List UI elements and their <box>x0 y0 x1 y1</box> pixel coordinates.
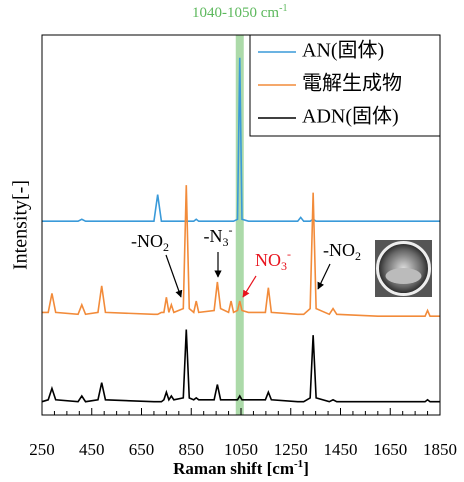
x-axis-label-end: ] <box>303 459 309 478</box>
annotation-sub: 3 <box>223 235 229 249</box>
annotation-text: -N <box>204 226 223 246</box>
x-axis-label-text: Raman shift [cm <box>173 459 294 478</box>
x-tick-label: 850 <box>179 440 205 459</box>
x-tick-label: 650 <box>129 440 155 459</box>
annotation: -NO2 <box>323 240 361 263</box>
legend-label: AN(固体) <box>302 39 384 62</box>
x-tick-label: 1250 <box>274 440 308 459</box>
annotation: -NO2 <box>131 231 169 254</box>
annotation-sub: 2 <box>355 249 361 263</box>
annotation-arrow <box>317 263 331 290</box>
annotation-sup: - <box>229 223 233 237</box>
annotation-sub: 2 <box>163 240 169 254</box>
annotation: NO3- <box>255 247 291 273</box>
highlight-band <box>235 35 244 415</box>
legend-label: 電解生成物 <box>302 72 402 95</box>
highlight-label-sup: -1 <box>279 3 287 14</box>
annotation-arrow <box>165 254 183 298</box>
x-axis-label-sup: -1 <box>294 458 303 470</box>
inset-photo <box>375 240 432 297</box>
annotation: -N3- <box>204 223 233 249</box>
series-line <box>41 329 440 403</box>
x-tick-label: 1050 <box>224 440 258 459</box>
series-line <box>42 57 440 222</box>
y-axis-label: Intensity[-] <box>10 180 32 270</box>
annotation-text: -NO <box>131 231 163 251</box>
x-tick-label: 1650 <box>373 440 407 459</box>
annotation-text: -NO <box>323 240 355 260</box>
annotation-sub: 3 <box>281 259 287 273</box>
annotation-sup: - <box>287 247 291 261</box>
series-line <box>42 185 440 317</box>
x-tick-label: 250 <box>29 440 55 459</box>
x-tick-label: 1850 <box>423 440 457 459</box>
annotation-text: NO <box>255 250 281 270</box>
x-tick-label: 450 <box>79 440 105 459</box>
legend-label: ADN(固体) <box>302 105 399 128</box>
highlight-label-text: 1040-1050 cm <box>192 5 279 21</box>
x-axis-label: Raman shift [cm-1] <box>173 458 309 478</box>
x-tick-label: 1450 <box>324 440 358 459</box>
annotation-arrow <box>242 275 257 298</box>
highlight-label: 1040-1050 cm-1 <box>192 3 287 21</box>
